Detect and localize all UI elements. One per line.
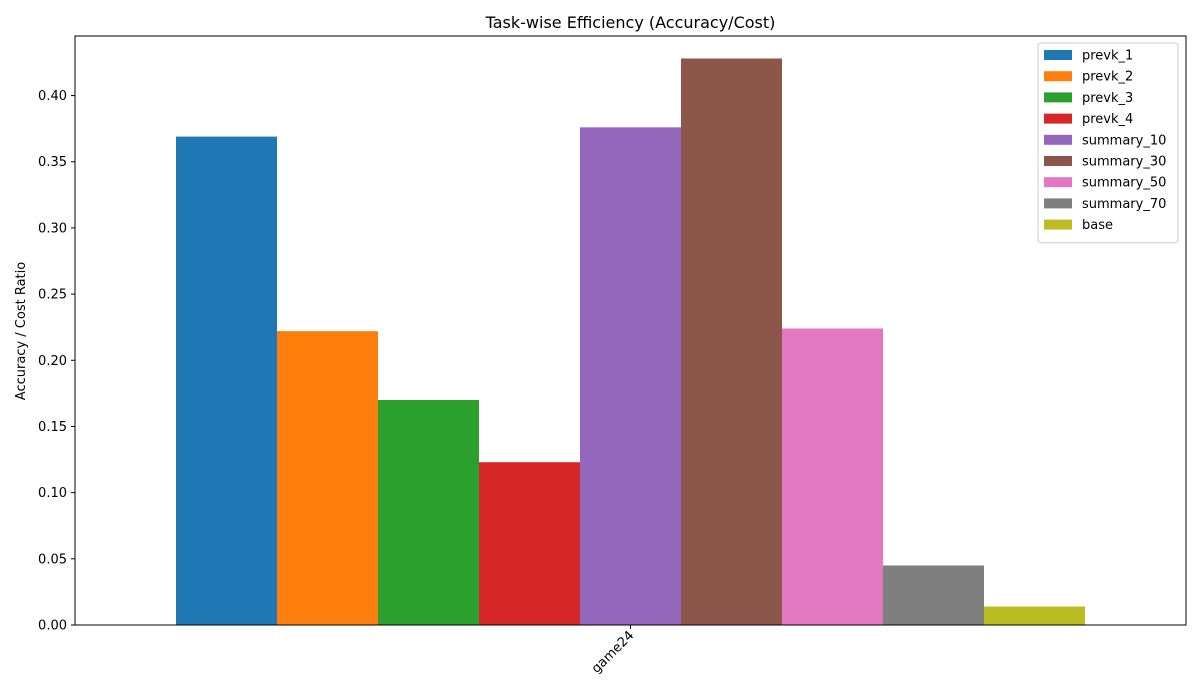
legend-label-prevk_1: prevk_1 <box>1082 49 1133 64</box>
y-tick-label: 0.10 <box>38 486 67 501</box>
bar-summary_30 <box>681 58 782 625</box>
legend-label-summary_50: summary_50 <box>1082 176 1166 191</box>
legend-swatch-summary_30 <box>1044 156 1072 166</box>
y-tick-label: 0.00 <box>38 619 67 634</box>
legend-swatch-prevk_4 <box>1044 113 1072 124</box>
y-tick-label: 0.25 <box>38 288 67 303</box>
bar-prevk_2 <box>277 331 378 625</box>
legend-label-prevk_2: prevk_2 <box>1082 70 1133 85</box>
y-tick-label: 0.05 <box>38 552 67 567</box>
bar-summary_10 <box>580 127 681 625</box>
y-tick-label: 0.15 <box>38 420 67 435</box>
legend-swatch-prevk_3 <box>1044 92 1072 103</box>
legend-swatch-prevk_1 <box>1044 50 1072 60</box>
bar-prevk_3 <box>378 399 479 625</box>
legend-label-summary_30: summary_30 <box>1082 155 1166 170</box>
bar-base <box>984 606 1085 625</box>
y-tick-label: 0.40 <box>38 89 67 104</box>
legend: prevk_1 prevk_2 prevk_3 prevk_4 summary_10su… <box>1037 42 1179 244</box>
y-axis-label: Accuracy / Cost Ratio <box>14 262 29 400</box>
bar-prevk_1 <box>176 136 277 625</box>
legend-label-prevk_3: prevk_3 <box>1082 91 1133 106</box>
legend-swatch-summary_50 <box>1044 177 1072 188</box>
legend-label-summary_10: summary_10 <box>1082 133 1166 148</box>
bar-summary_50 <box>782 328 883 625</box>
bar-prevk_4 <box>479 462 580 625</box>
y-tick-label: 0.20 <box>38 354 67 369</box>
y-axis: 0.00 0.05 0.10 0.15 0.20 0.25 0.30 0.35 0.40 <box>38 89 75 634</box>
y-tick-label: 0.30 <box>38 221 67 236</box>
legend-label-summary_70: summary_70 <box>1082 197 1166 212</box>
legend-swatch-base <box>1044 219 1072 230</box>
legend-box <box>1037 42 1179 244</box>
y-tick-label: 0.35 <box>38 155 67 170</box>
bar-summary_70 <box>883 565 984 625</box>
legend-label-prevk_4: prevk_4 <box>1082 112 1133 127</box>
legend-swatch-summary_70 <box>1044 198 1072 209</box>
plot-frame <box>74 35 1187 626</box>
legend-swatch-prevk_2 <box>1044 71 1072 82</box>
legend-swatch-summary_10 <box>1044 134 1072 145</box>
chart-title: Task-wise Efficiency (Accuracy/Cost) <box>485 13 776 32</box>
legend-label-base: base <box>1082 218 1113 233</box>
bars-group <box>176 58 1085 625</box>
